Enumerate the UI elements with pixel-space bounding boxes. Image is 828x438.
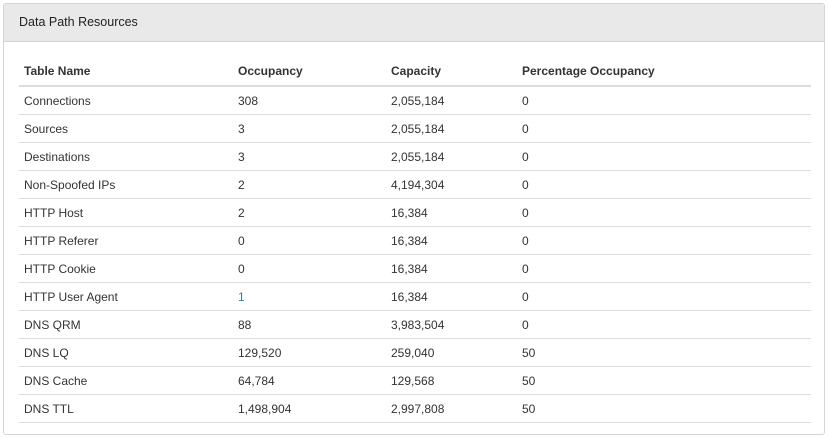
- occupancy-cell: 1,498,904: [233, 394, 386, 423]
- percentage-cell: 50: [517, 394, 811, 423]
- percentage-cell: 0: [517, 86, 811, 115]
- data-path-resources-panel: Data Path Resources Table Name Occupancy…: [3, 3, 825, 435]
- occupancy-cell: 2: [233, 198, 386, 227]
- occupancy-cell: 0: [233, 254, 386, 283]
- table-name-cell: DNS TTL: [19, 394, 233, 423]
- table-row: HTTP Host 2 16,384 0: [19, 198, 811, 227]
- capacity-cell: 2,997,808: [386, 394, 517, 423]
- table-name-cell: DNS Cache: [19, 366, 233, 395]
- table-name-cell: HTTP Referer: [19, 226, 233, 255]
- column-header-occupancy: Occupancy: [233, 56, 386, 87]
- percentage-cell: 50: [517, 366, 811, 395]
- resources-table: Table Name Occupancy Capacity Percentage…: [19, 56, 811, 423]
- percentage-cell: 0: [517, 282, 811, 311]
- table-row: DNS Cache 64,784 129,568 50: [19, 366, 811, 395]
- occupancy-cell: 3: [233, 114, 386, 143]
- table-name-cell: HTTP Host: [19, 198, 233, 227]
- table-name-cell: DNS QRM: [19, 310, 233, 339]
- table-row: Connections 308 2,055,184 0: [19, 86, 811, 115]
- column-header-table-name: Table Name: [19, 56, 233, 87]
- table-row: Non-Spoofed IPs 2 4,194,304 0: [19, 170, 811, 199]
- table-row: HTTP Cookie 0 16,384 0: [19, 254, 811, 283]
- percentage-cell: 0: [517, 310, 811, 339]
- occupancy-cell: 0: [233, 226, 386, 255]
- table-name-cell: Sources: [19, 114, 233, 143]
- capacity-cell: 16,384: [386, 254, 517, 283]
- table-row: HTTP User Agent 1 16,384 0: [19, 282, 811, 311]
- capacity-cell: 16,384: [386, 226, 517, 255]
- occupancy-link[interactable]: 1: [238, 289, 245, 304]
- capacity-cell: 129,568: [386, 366, 517, 395]
- percentage-cell: 50: [517, 338, 811, 367]
- percentage-cell: 0: [517, 114, 811, 143]
- table-row: DNS TTL 1,498,904 2,997,808 50: [19, 394, 811, 423]
- percentage-cell: 0: [517, 170, 811, 199]
- table-row: DNS LQ 129,520 259,040 50: [19, 338, 811, 367]
- capacity-cell: 2,055,184: [386, 142, 517, 171]
- table-header-row: Table Name Occupancy Capacity Percentage…: [19, 56, 811, 87]
- occupancy-cell: 308: [233, 86, 386, 115]
- occupancy-cell: 88: [233, 310, 386, 339]
- table-name-cell: DNS LQ: [19, 338, 233, 367]
- table-name-cell: HTTP Cookie: [19, 254, 233, 283]
- table-row: HTTP Referer 0 16,384 0: [19, 226, 811, 255]
- capacity-cell: 16,384: [386, 282, 517, 311]
- capacity-cell: 2,055,184: [386, 114, 517, 143]
- occupancy-cell: 2: [233, 170, 386, 199]
- percentage-cell: 0: [517, 226, 811, 255]
- table-row: Sources 3 2,055,184 0: [19, 114, 811, 143]
- capacity-cell: 259,040: [386, 338, 517, 367]
- table-name-cell: Destinations: [19, 142, 233, 171]
- occupancy-cell: 64,784: [233, 366, 386, 395]
- capacity-cell: 3,983,504: [386, 310, 517, 339]
- occupancy-cell: 3: [233, 142, 386, 171]
- table-name-cell: Connections: [19, 86, 233, 115]
- capacity-cell: 4,194,304: [386, 170, 517, 199]
- occupancy-cell: 1: [233, 282, 386, 311]
- panel-title: Data Path Resources: [4, 4, 824, 42]
- occupancy-cell: 129,520: [233, 338, 386, 367]
- table-name-cell: HTTP User Agent: [19, 282, 233, 311]
- table-row: DNS QRM 88 3,983,504 0: [19, 310, 811, 339]
- table-name-cell: Non-Spoofed IPs: [19, 170, 233, 199]
- percentage-cell: 0: [517, 254, 811, 283]
- capacity-cell: 16,384: [386, 198, 517, 227]
- percentage-cell: 0: [517, 198, 811, 227]
- column-header-percentage-occupancy: Percentage Occupancy: [517, 56, 811, 87]
- column-header-capacity: Capacity: [386, 56, 517, 87]
- capacity-cell: 2,055,184: [386, 86, 517, 115]
- percentage-cell: 0: [517, 142, 811, 171]
- table-row: Destinations 3 2,055,184 0: [19, 142, 811, 171]
